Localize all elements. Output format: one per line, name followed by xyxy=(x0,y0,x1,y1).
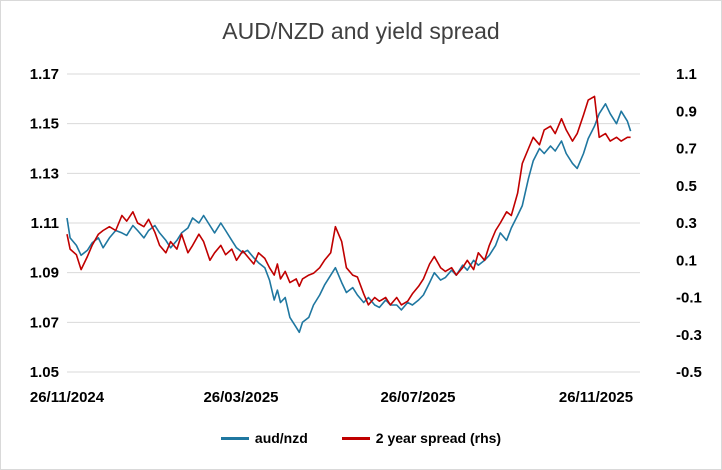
x-tick-label: 26/07/2025 xyxy=(380,389,455,406)
y-right-tick-label: -0.1 xyxy=(676,290,702,307)
y-right-tick-label: 0.7 xyxy=(676,141,697,158)
y-left-tick-label: 1.05 xyxy=(30,364,59,381)
chart-title: AUD/NZD and yield spread xyxy=(222,18,500,44)
y-left-tick-label: 1.11 xyxy=(31,215,59,232)
x-tick-label: 26/11/2025 xyxy=(559,389,633,406)
y-right-tick-label: 1.1 xyxy=(676,66,697,83)
y-left-tick-label: 1.15 xyxy=(30,116,59,133)
y-right-tick-label: -0.5 xyxy=(676,364,702,381)
series-line-aud-nzd xyxy=(66,103,632,334)
legend-swatch-spread xyxy=(341,436,370,440)
y-left-tick-label: 1.09 xyxy=(30,265,59,282)
y-right-tick-label: 0.5 xyxy=(676,178,697,195)
legend-swatch-aud-nzd xyxy=(220,436,249,440)
series-line-spread xyxy=(66,95,631,306)
legend-label-spread: 2 year spread (rhs) xyxy=(375,430,502,446)
x-tick-label: 26/03/2025 xyxy=(203,389,278,406)
legend-item-aud-nzd: aud/nzd xyxy=(220,430,308,446)
legend: aud/nzd 2 year spread (rhs) xyxy=(0,430,722,446)
legend-label-aud-nzd: aud/nzd xyxy=(254,430,308,446)
legend-item-spread: 2 year spread (rhs) xyxy=(341,430,502,446)
y-right-tick-label: 0.1 xyxy=(676,252,697,269)
x-tick-label: 26/11/2024 xyxy=(30,389,105,406)
y-right-tick-label: 0.9 xyxy=(676,103,697,120)
y-left-tick-label: 1.17 xyxy=(30,66,59,83)
y-right-tick-label: -0.3 xyxy=(676,327,702,344)
y-left-tick-label: 1.07 xyxy=(30,314,59,331)
y-right-tick-label: 0.3 xyxy=(676,215,697,232)
y-left-tick-label: 1.13 xyxy=(30,165,59,182)
